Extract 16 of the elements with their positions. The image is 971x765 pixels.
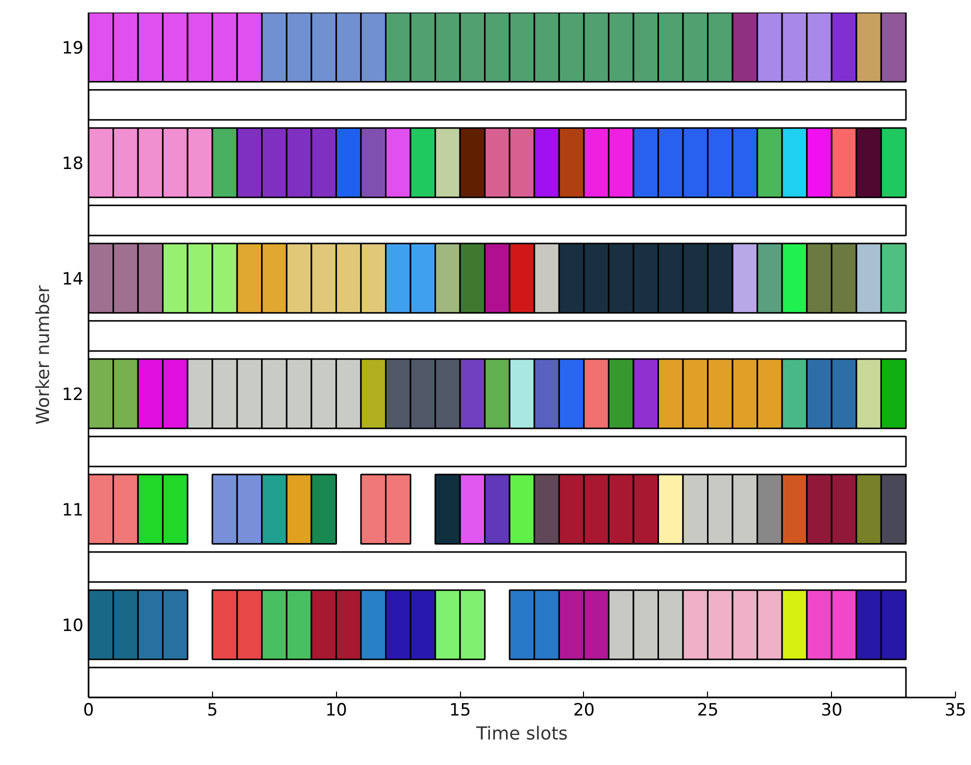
y-axis-title: Worker number: [32, 284, 54, 425]
y-tick-label: 14: [62, 270, 84, 290]
x-tick-label: 15: [449, 700, 471, 720]
x-tick-label: 25: [696, 700, 719, 720]
x-tick-label: 10: [325, 700, 348, 720]
y-tick-label: 18: [62, 154, 84, 174]
y-tick-label: 19: [62, 38, 84, 59]
y-tick-label: 12: [62, 385, 84, 406]
x-tick-label: 5: [206, 700, 218, 720]
x-tick-label: 20: [573, 700, 595, 720]
x-tick-label: 35: [944, 700, 966, 720]
x-tick-label: 30: [820, 700, 842, 720]
y-tick-label: 10: [62, 616, 84, 636]
x-tick-label: 0: [83, 700, 94, 720]
x-axis-title: Time slots: [475, 724, 568, 744]
y-tick-label: 11: [62, 500, 84, 521]
